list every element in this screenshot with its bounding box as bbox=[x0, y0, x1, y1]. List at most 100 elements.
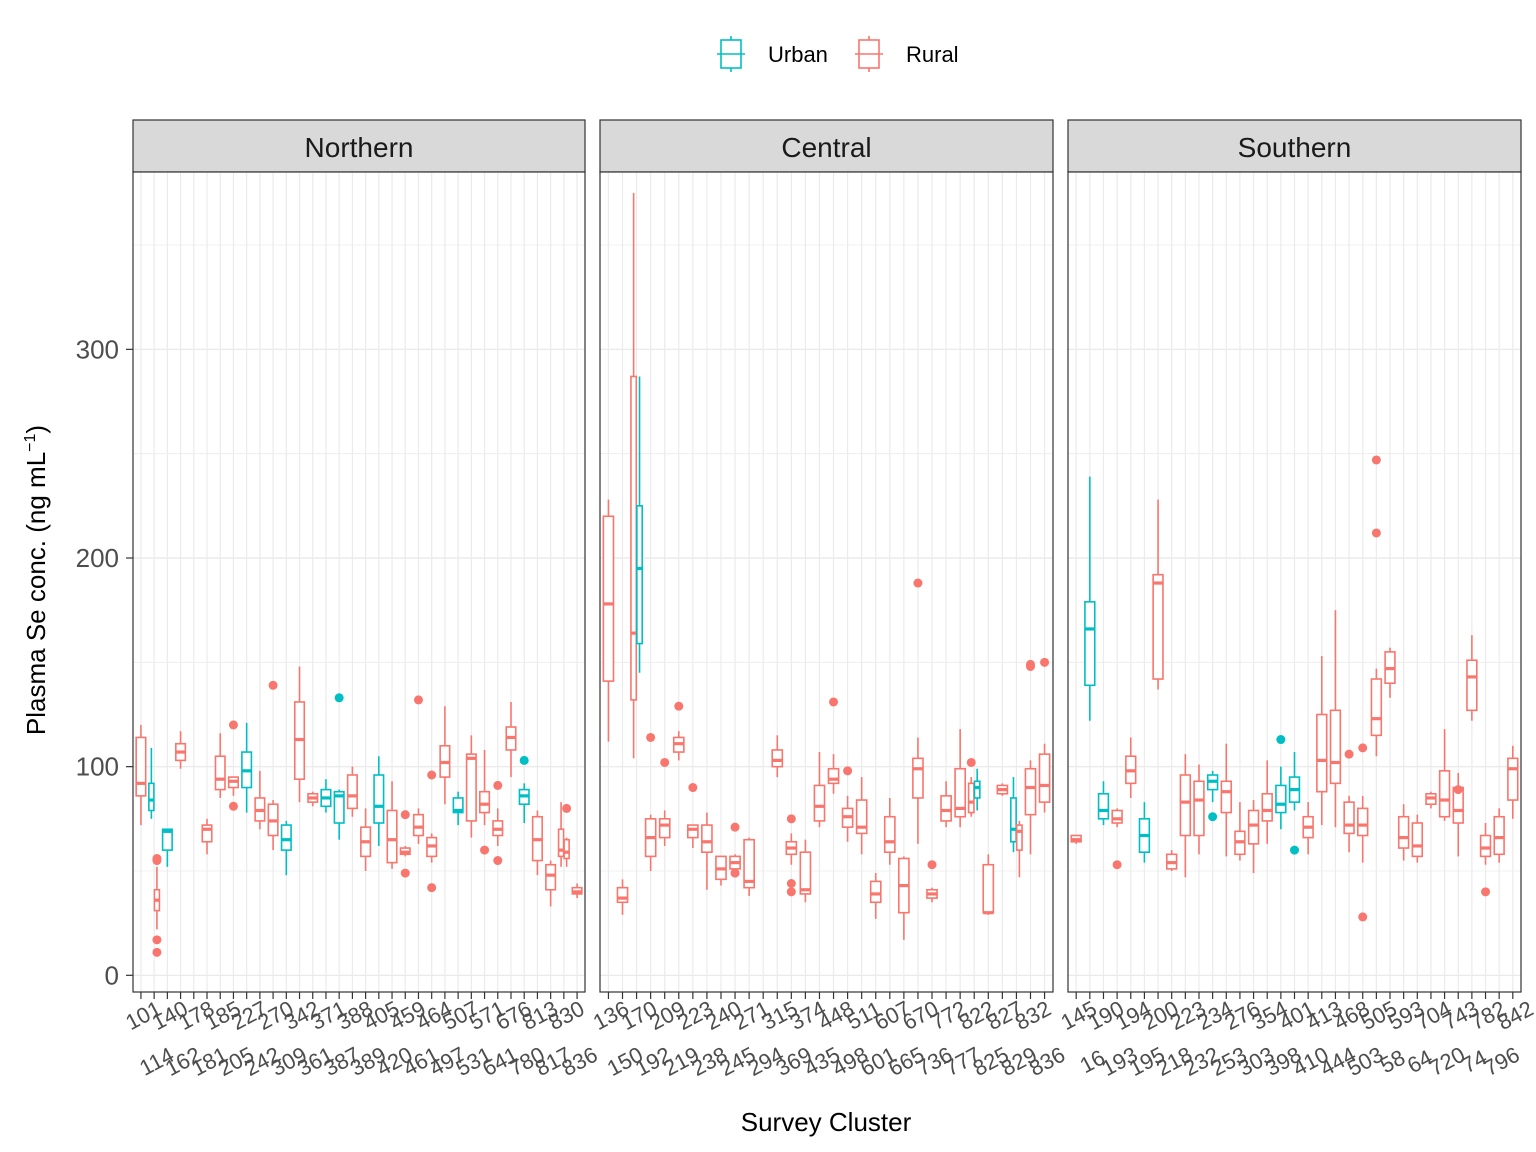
box-rural-665 bbox=[898, 856, 910, 940]
box-iqr bbox=[346, 774, 358, 810]
box-rural-830 bbox=[557, 802, 565, 867]
box-urban-829 bbox=[1009, 777, 1017, 853]
box-iqr bbox=[214, 755, 226, 791]
outlier-point bbox=[152, 947, 162, 957]
box-rural-136 bbox=[602, 499, 615, 742]
box-urban-114 bbox=[148, 747, 155, 819]
outlier-point bbox=[400, 868, 410, 878]
box-iqr bbox=[855, 799, 868, 835]
box-iqr bbox=[135, 736, 147, 797]
box-iqr bbox=[1411, 822, 1424, 858]
box-rural-58 bbox=[1384, 647, 1396, 698]
box-urban-398 bbox=[1275, 735, 1287, 830]
box-rural-827 bbox=[996, 783, 1009, 796]
box-iqr bbox=[883, 815, 896, 854]
box-rural-829 bbox=[1015, 820, 1023, 878]
outlier-point bbox=[730, 822, 740, 832]
box-urban-780 bbox=[518, 755, 530, 823]
box-iqr bbox=[954, 767, 967, 818]
box-rural-736 bbox=[926, 860, 938, 903]
legend-label: Rural bbox=[906, 42, 959, 67]
box-iqr bbox=[1193, 780, 1205, 837]
outlier-point bbox=[519, 755, 529, 765]
box-rural-444 bbox=[1329, 610, 1342, 828]
y-tick-label: 300 bbox=[76, 334, 119, 364]
box-iqr bbox=[630, 375, 638, 701]
box-iqr bbox=[1015, 824, 1023, 851]
box-rural-276 bbox=[1234, 802, 1246, 861]
y-axis: 0 100 200 300 bbox=[76, 334, 133, 990]
box-rural-410 bbox=[1302, 802, 1314, 855]
box-iqr bbox=[452, 797, 464, 814]
box-iqr bbox=[1397, 815, 1410, 849]
box-rural-468 bbox=[1343, 749, 1355, 853]
outlier-point bbox=[1358, 912, 1368, 922]
box-rural-796 bbox=[1493, 808, 1505, 863]
box-rural-593 bbox=[1397, 804, 1410, 861]
box-rural-817 bbox=[545, 860, 557, 907]
outlier-point bbox=[843, 766, 853, 776]
box-iqr bbox=[940, 795, 952, 822]
box-rural-181 bbox=[201, 818, 213, 855]
box-iqr bbox=[686, 824, 699, 839]
box-urban-195 bbox=[1138, 802, 1151, 863]
outlier-point bbox=[493, 780, 503, 790]
box-rural-342 bbox=[293, 666, 306, 803]
box-iqr bbox=[1024, 767, 1037, 816]
box-rural-641 bbox=[492, 780, 504, 866]
box-iqr bbox=[148, 782, 155, 812]
box-rural-218 bbox=[1165, 850, 1178, 871]
box-rural-374 bbox=[799, 839, 812, 903]
box-iqr bbox=[1357, 807, 1369, 837]
box-rural-676 bbox=[505, 701, 517, 778]
box-iqr bbox=[912, 757, 924, 799]
box-urban-507 bbox=[452, 791, 464, 826]
box-urban-401 bbox=[1288, 752, 1301, 855]
box-rural-64 bbox=[1411, 814, 1424, 863]
box-rural-369 bbox=[785, 814, 798, 897]
box-iqr bbox=[280, 824, 292, 851]
x-tick-label: 58 bbox=[1376, 1045, 1409, 1079]
box-rural-354 bbox=[1261, 760, 1273, 844]
box-iqr bbox=[1329, 709, 1342, 785]
y-axis-title-superscript: −1 bbox=[22, 434, 39, 452]
box-rural-461 bbox=[412, 695, 425, 844]
box-iqr bbox=[412, 813, 425, 837]
box-urban-309 bbox=[280, 820, 292, 876]
box-rural-836 bbox=[1038, 657, 1051, 813]
box-rural-315 bbox=[771, 735, 784, 778]
box-iqr bbox=[636, 505, 644, 645]
box-iqr bbox=[771, 749, 784, 768]
box-rural-704 bbox=[1425, 791, 1437, 809]
outlier-point bbox=[786, 887, 796, 897]
box-rural-193 bbox=[1111, 808, 1123, 870]
box-rural-223 bbox=[1179, 754, 1192, 878]
box-iqr bbox=[973, 780, 981, 799]
box-iqr bbox=[813, 784, 826, 822]
box-iqr bbox=[1247, 809, 1260, 845]
box-rural-413 bbox=[1316, 656, 1328, 826]
box-rural-245 bbox=[729, 822, 741, 878]
box-rural-777 bbox=[954, 729, 967, 828]
facet-panels: Northern10111414016217818118520522724227… bbox=[121, 119, 1536, 1081]
box-rural-670 bbox=[912, 578, 924, 844]
box-rural-219 bbox=[672, 701, 685, 761]
box-iqr bbox=[1220, 780, 1232, 814]
box-iqr bbox=[869, 880, 882, 904]
box-urban-227 bbox=[241, 722, 253, 813]
outlier-point bbox=[152, 856, 162, 866]
box-rural-842 bbox=[1507, 745, 1519, 819]
box-rural-832 bbox=[1024, 659, 1037, 855]
box-urban-190 bbox=[1097, 781, 1110, 826]
facet-strip-label: Central bbox=[781, 132, 871, 163]
outlier-point bbox=[1208, 812, 1218, 822]
outlier-point bbox=[786, 879, 796, 889]
facet-strip bbox=[599, 119, 1054, 173]
box-urban-822 bbox=[973, 768, 981, 811]
box-iqr bbox=[1084, 601, 1096, 687]
box-rural-145 bbox=[1070, 834, 1082, 844]
box-rural-503 bbox=[1357, 743, 1369, 922]
outlier-point bbox=[413, 695, 423, 705]
box-rural-232 bbox=[1193, 764, 1205, 855]
box-rural-720 bbox=[1438, 729, 1451, 821]
